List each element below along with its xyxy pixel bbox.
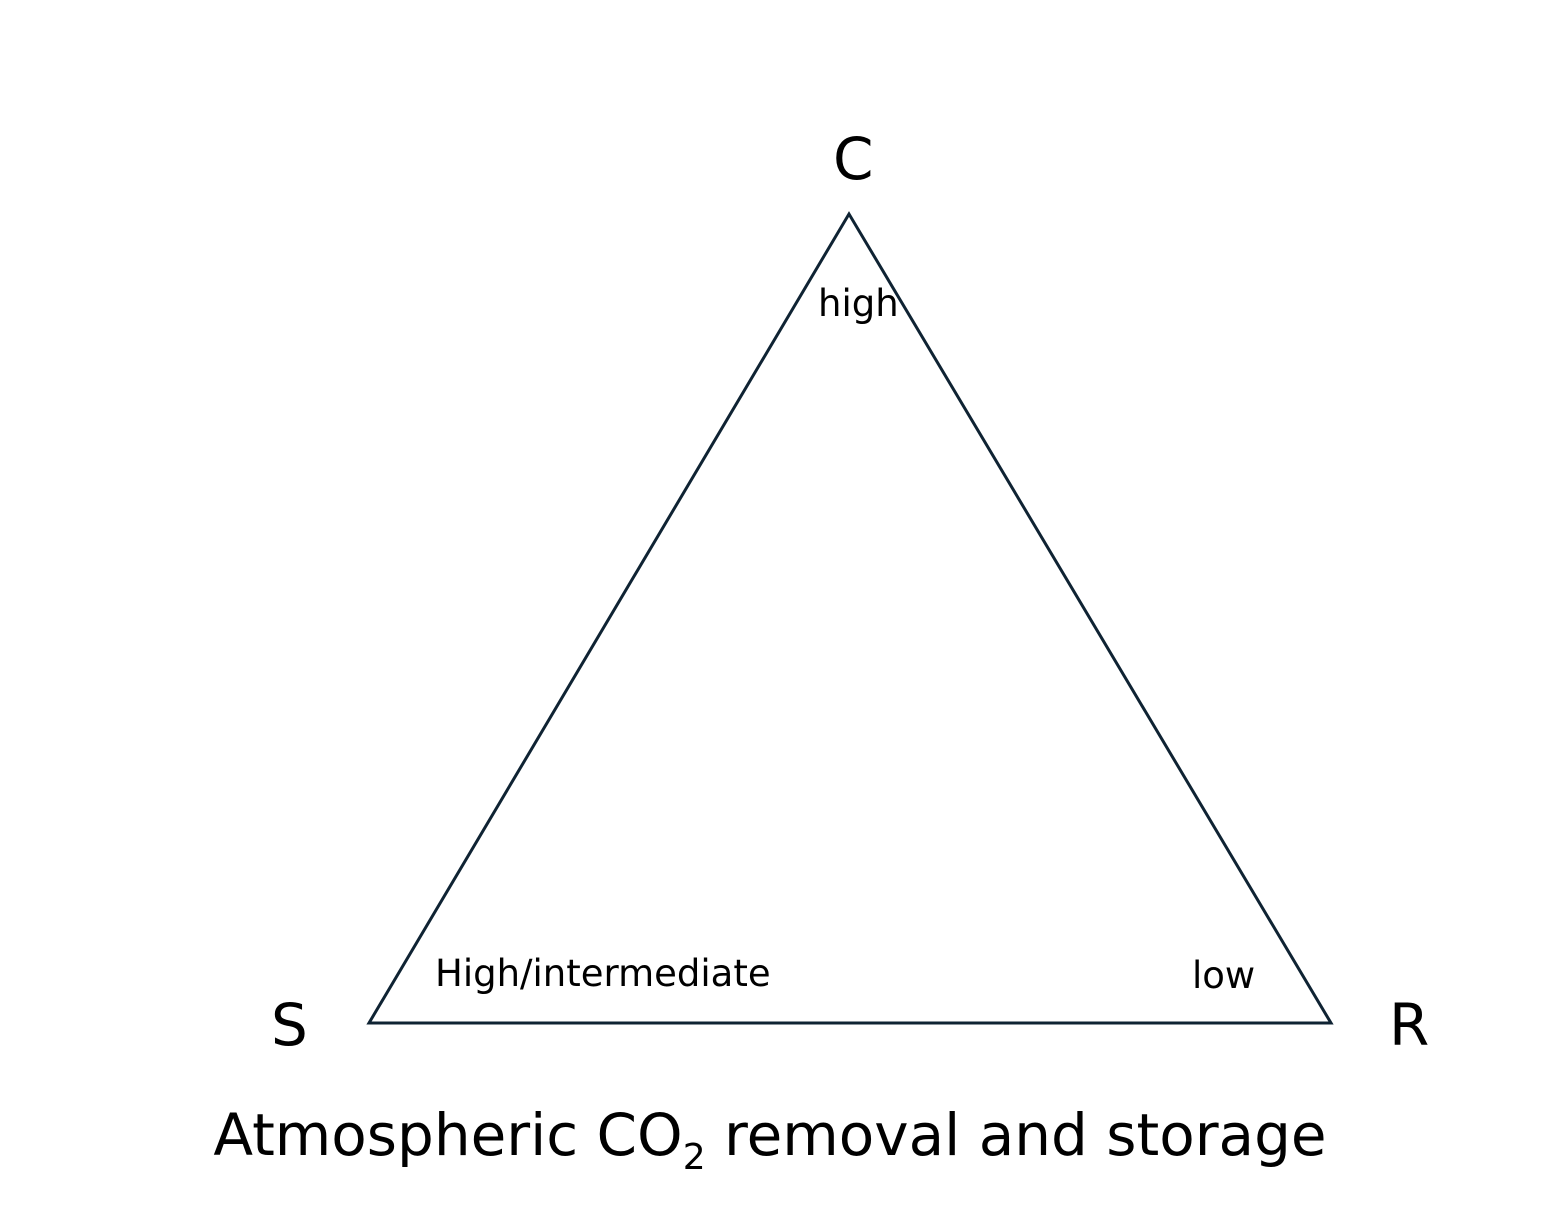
level-label-high: high <box>818 282 899 325</box>
vertex-label-r: R <box>1389 991 1430 1059</box>
caption: Atmospheric CO2 removal and storage <box>0 1106 1540 1176</box>
level-label-high-intermediate: High/intermediate <box>435 952 771 995</box>
triangle-outline <box>366 211 1334 1025</box>
vertex-label-s: S <box>271 991 308 1059</box>
caption-prefix: Atmospheric CO <box>213 1101 683 1169</box>
vertex-label-c: C <box>833 125 874 193</box>
level-label-low: low <box>1192 954 1256 997</box>
caption-suffix: removal and storage <box>705 1101 1327 1169</box>
caption-subscript: 2 <box>682 1137 706 1178</box>
